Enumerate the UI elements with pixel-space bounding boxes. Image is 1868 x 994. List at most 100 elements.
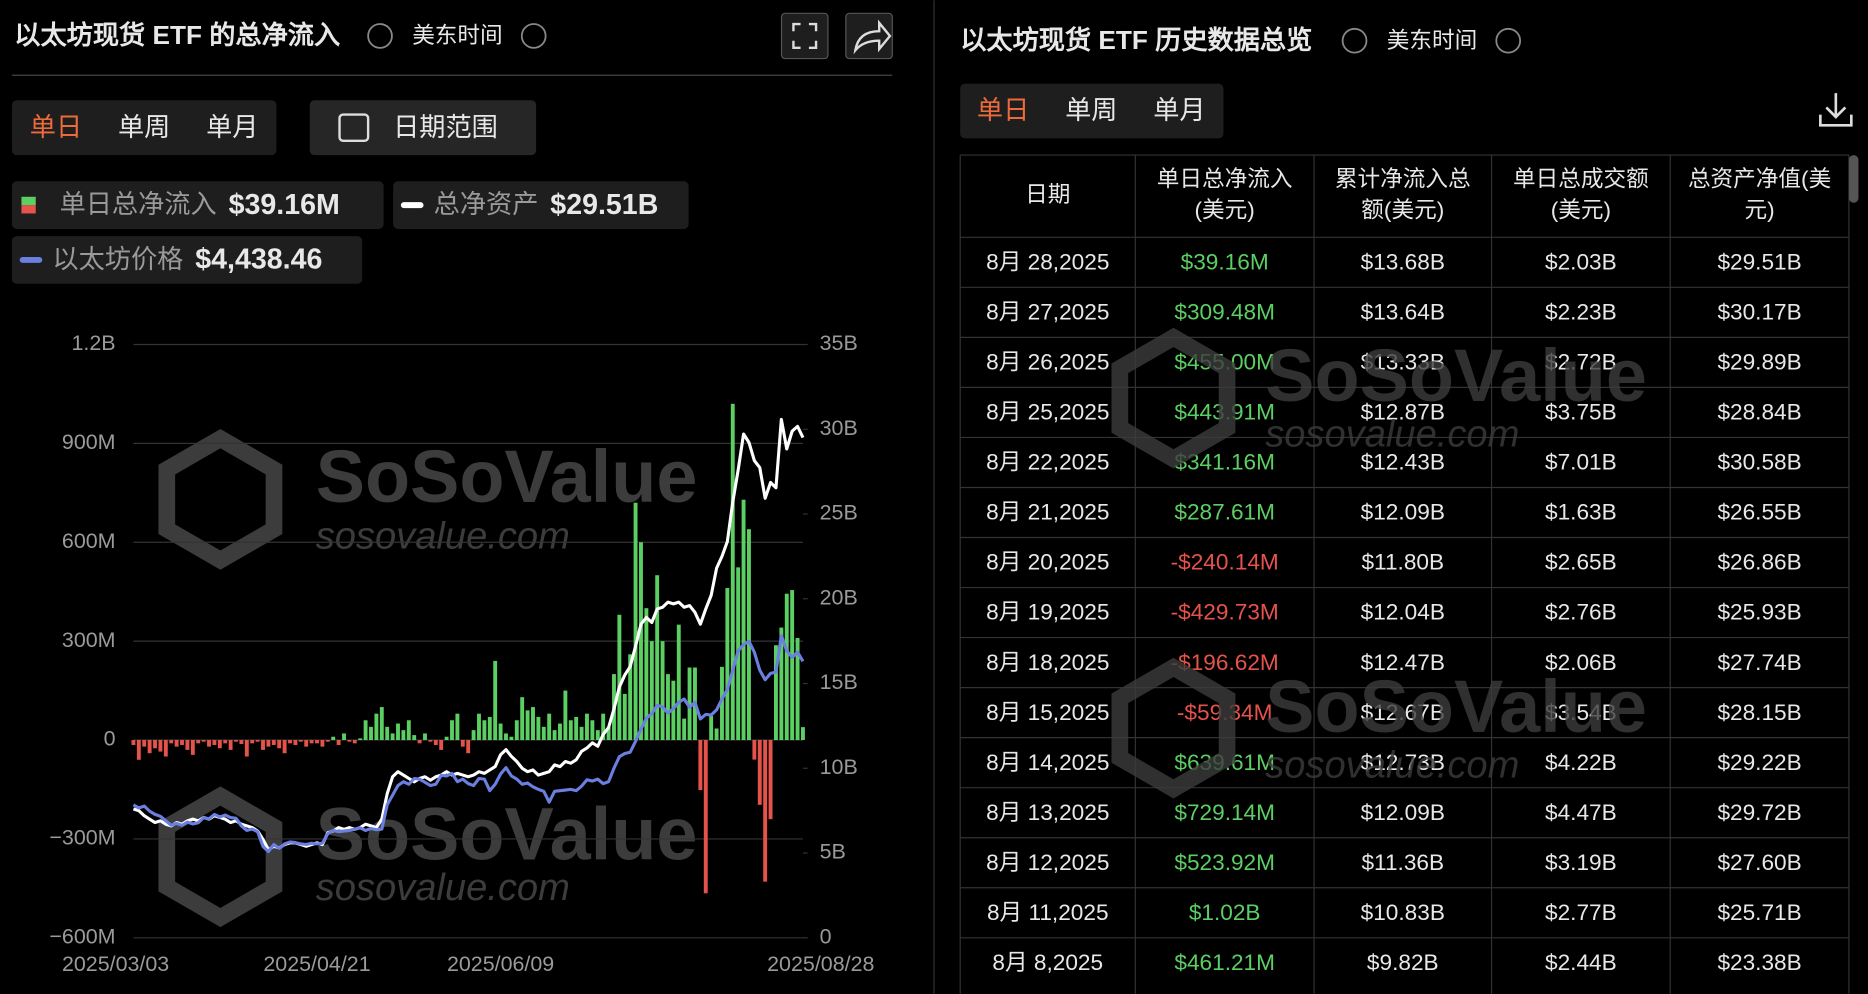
table-cell: $3.19B — [1545, 850, 1617, 875]
bar — [682, 718, 687, 741]
bar — [622, 693, 627, 741]
bar — [271, 740, 276, 745]
bar — [639, 542, 643, 741]
table-cell: $13.64B — [1361, 300, 1445, 325]
table-header-cell: (美元) — [1195, 198, 1255, 223]
bar — [531, 707, 535, 741]
info-icon[interactable] — [367, 23, 393, 49]
table-cell: $29.22B — [1717, 750, 1801, 775]
watermark-url: sosovalue.com — [316, 866, 570, 909]
bar — [131, 740, 136, 745]
scrollbar[interactable] — [1848, 155, 1859, 203]
bar — [406, 720, 411, 741]
info-icon[interactable] — [1341, 27, 1368, 54]
bar — [234, 740, 238, 742]
info-icon[interactable] — [1495, 27, 1522, 54]
bar — [417, 740, 422, 744]
info-icon[interactable] — [520, 23, 547, 49]
bar — [520, 697, 525, 741]
y-tick-label: 600M — [62, 529, 116, 553]
bar — [547, 713, 552, 741]
table-cell: $27.74B — [1717, 650, 1801, 675]
bar — [266, 740, 271, 747]
legend-swatch — [21, 196, 36, 206]
table-cell: $2.77B — [1545, 900, 1617, 925]
line — [132, 633, 805, 854]
y-tick-label: 0 — [104, 727, 116, 751]
bar — [401, 730, 406, 741]
table-cell: $2.72B — [1545, 350, 1617, 375]
bar — [190, 740, 195, 755]
bar — [180, 740, 184, 745]
download-button[interactable] — [1819, 93, 1853, 127]
share-button[interactable] — [845, 12, 893, 60]
x-tick-label: 2025/03/03 — [62, 952, 169, 976]
bar — [288, 740, 292, 744]
bar — [439, 740, 444, 750]
table-cell: $2.76B — [1545, 600, 1617, 625]
bar — [482, 720, 487, 741]
bar — [250, 740, 255, 744]
date-range-label: 日期范围 — [393, 112, 498, 142]
watermark-url: sosovalue.com — [1265, 412, 1519, 455]
bar — [244, 740, 249, 757]
bar — [493, 660, 498, 741]
y2-tick-label: 20B — [820, 585, 858, 609]
fullscreen-button[interactable] — [780, 12, 829, 60]
calendar-icon — [338, 113, 370, 142]
watermark-logo — [158, 428, 283, 570]
bar — [147, 740, 152, 754]
bar — [568, 720, 573, 741]
tab[interactable]: 单月 — [1153, 95, 1205, 125]
tab-active[interactable]: 单日 — [30, 112, 82, 142]
bar — [261, 740, 265, 750]
table-cell: -$240.14M — [1171, 550, 1279, 575]
bar — [363, 720, 368, 741]
table-cell: $12.04B — [1361, 600, 1445, 625]
bar — [558, 723, 562, 741]
tab-active[interactable]: 单日 — [977, 95, 1029, 125]
bar — [768, 740, 773, 820]
table-cell: $12.43B — [1361, 450, 1445, 475]
tab[interactable]: 单周 — [1065, 95, 1117, 125]
table-header-cell: 单日总净流入 — [1157, 167, 1293, 192]
bar — [374, 713, 379, 741]
x-tick-label: 2025/08/28 — [767, 952, 874, 976]
table-cell: $12.47B — [1361, 650, 1445, 675]
bar — [644, 608, 649, 741]
bar — [347, 740, 352, 742]
bar — [136, 740, 141, 760]
table-cell: $2.03B — [1545, 249, 1617, 274]
watermark-logo — [1111, 327, 1236, 469]
legend-value: $29.51B — [550, 189, 658, 221]
y2-tick-label: 5B — [820, 840, 846, 864]
table-cell: $4.22B — [1545, 750, 1617, 775]
table-cell: 8月 20,2025 — [986, 550, 1109, 575]
table-cell: $523.92M — [1174, 850, 1275, 875]
table-cell: $287.61M — [1174, 500, 1275, 525]
tab[interactable]: 单月 — [206, 112, 258, 142]
bar — [574, 716, 579, 741]
table-cell: $729.14M — [1174, 800, 1275, 825]
share-icon — [853, 19, 892, 55]
bar — [552, 730, 557, 741]
bar — [228, 740, 233, 750]
bar — [450, 720, 454, 741]
bar — [304, 740, 309, 747]
bar — [660, 641, 665, 741]
bar — [498, 723, 503, 741]
bar — [331, 736, 336, 741]
x-tick-label: 2025/04/21 — [263, 952, 370, 976]
bar — [709, 715, 714, 741]
watermark-url: sosovalue.com — [1265, 743, 1519, 786]
watermark-logo — [1111, 657, 1236, 799]
bar — [536, 716, 541, 741]
tab-group — [11, 100, 277, 156]
bar — [585, 713, 589, 741]
bar — [504, 733, 508, 741]
tab[interactable]: 单周 — [118, 112, 170, 142]
bar — [185, 740, 190, 750]
table-cell: $3.54B — [1545, 700, 1617, 725]
